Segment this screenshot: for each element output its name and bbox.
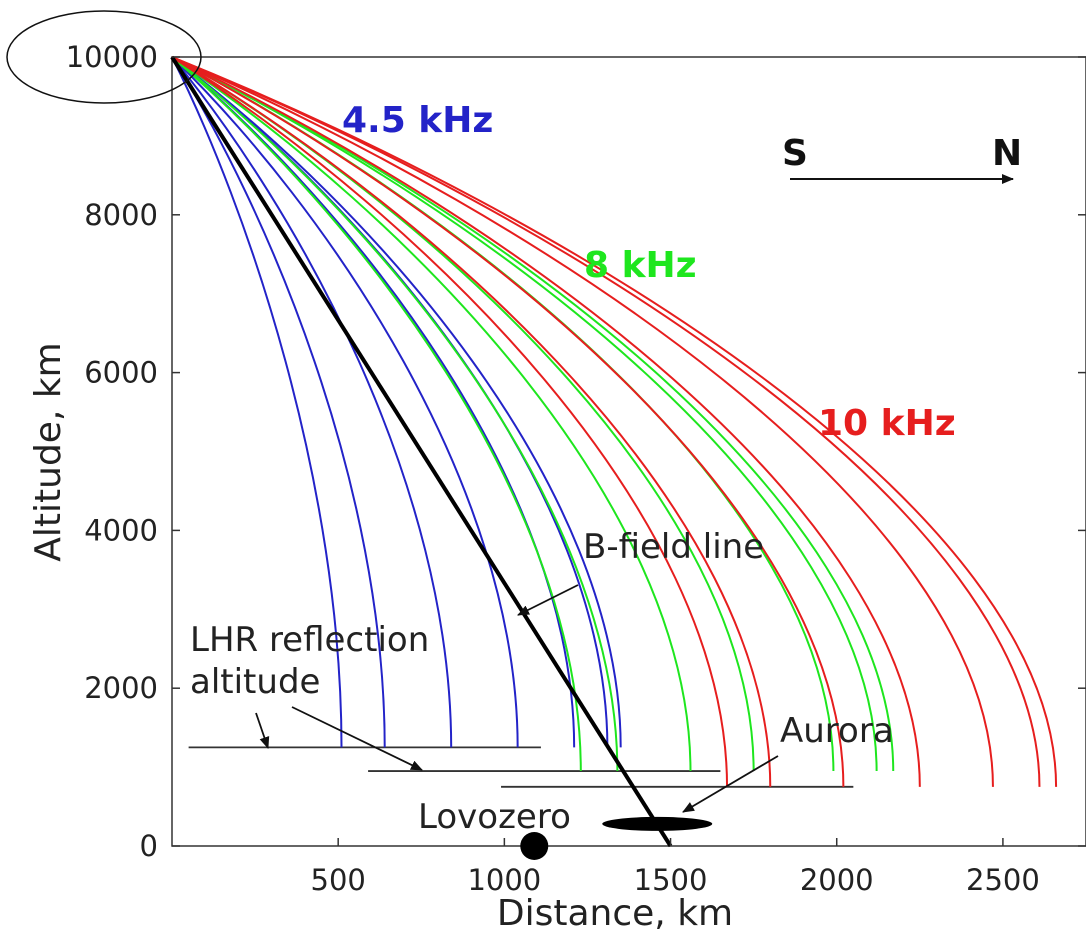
ray-paths	[171, 56, 1058, 787]
ray-path	[171, 56, 729, 787]
x-tick-label: 500	[311, 863, 366, 897]
aurora-label: Aurora	[780, 711, 894, 751]
ray-path	[171, 56, 845, 787]
y-tick-label: 0	[140, 829, 158, 863]
freq-label-10khz: 10 kHz	[818, 403, 956, 444]
y-tick-label: 8000	[84, 198, 158, 232]
ray-path	[171, 56, 921, 787]
ray-path	[171, 56, 622, 748]
b-field-line-group	[170, 55, 673, 848]
freq-label-8khz: 8 kHz	[584, 245, 697, 286]
plot-frame	[171, 56, 1086, 847]
y-tick-label: 2000	[84, 671, 158, 705]
x-axis-ticks: 500 1000 1500 2000 2500	[311, 838, 1040, 897]
ray-path	[171, 56, 619, 772]
x-tick-label: 1500	[634, 863, 708, 897]
lhr-reflection-lines	[188, 746, 854, 788]
ray-path	[171, 56, 1041, 787]
b-field-pointer-arrow	[517, 584, 579, 616]
ray-path	[171, 56, 772, 787]
ray-path	[171, 56, 386, 748]
y-axis-title: Altitude, km	[28, 342, 69, 561]
aurora-pointer-arrow	[682, 755, 779, 813]
lhr-pointer-arrow-2	[291, 706, 423, 771]
ray-path	[171, 56, 1058, 787]
freq-label-4-5khz: 4.5 kHz	[342, 100, 493, 141]
ray-path	[171, 56, 994, 787]
aurora-region	[602, 816, 713, 831]
ray-path	[171, 56, 453, 748]
ray-path	[171, 56, 519, 748]
lovozero-station-marker	[520, 832, 549, 860]
x-tick-label: 1000	[467, 863, 541, 897]
lhr-label-line2: altitude	[190, 662, 320, 702]
y-tick-label: 10000	[66, 40, 158, 74]
y-tick-label: 4000	[84, 513, 158, 547]
source-highlight-ellipse	[6, 10, 202, 104]
ray-path	[171, 56, 878, 772]
direction-south-label: S	[782, 133, 808, 174]
x-tick-label: 2000	[800, 863, 874, 897]
lhr-pointer-arrow-1	[255, 712, 270, 749]
lhr-label-line1: LHR reflection	[190, 620, 429, 660]
ray-path	[171, 56, 343, 748]
ray-path	[171, 56, 895, 772]
b-field-label: B-field line	[583, 527, 764, 567]
x-tick-label: 2500	[966, 863, 1040, 897]
x-axis-title: Distance, km	[497, 893, 733, 933]
b-field-line	[170, 55, 673, 848]
station-label: Lovozero	[418, 797, 571, 837]
y-axis-ticks: 0 2000 4000 6000 8000 10000	[66, 40, 1086, 863]
ray-path	[171, 56, 692, 772]
y-tick-label: 6000	[84, 356, 158, 390]
direction-north-label: N	[992, 133, 1022, 174]
ray-path	[171, 56, 582, 772]
